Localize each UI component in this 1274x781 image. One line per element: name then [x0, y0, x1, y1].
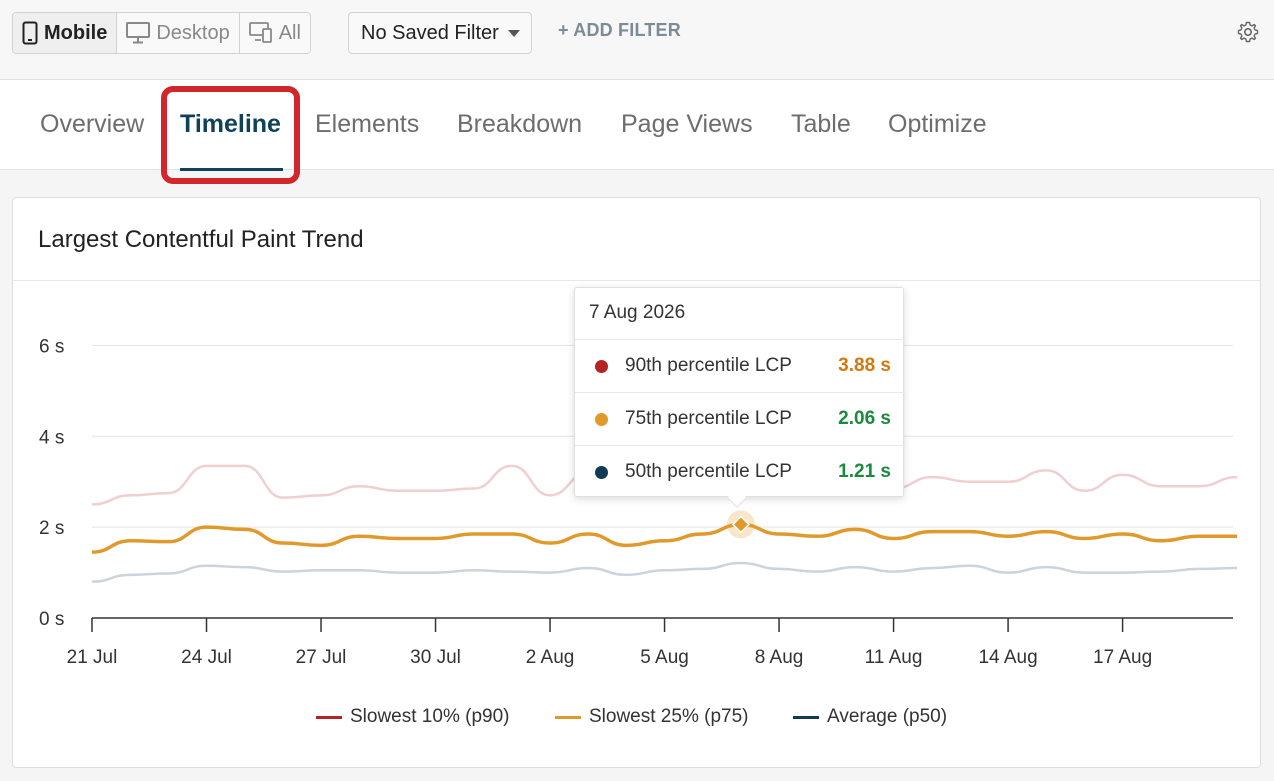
legend-item-p75[interactable]: Slowest 25% (p75) [555, 706, 748, 728]
mobile-label: Mobile [44, 21, 108, 44]
tooltip-row-p90: 90th percentile LCP 3.88 s [575, 339, 905, 392]
tab-table[interactable]: Table [791, 110, 851, 138]
y-tick-label: 4 s [39, 427, 64, 448]
legend-label-p50: Average (p50) [827, 706, 948, 727]
tooltip-row-p50: 50th percentile LCP 1.21 s [575, 445, 905, 498]
desktop-icon [126, 22, 151, 44]
desktop-button[interactable]: Desktop [117, 13, 240, 53]
chart-tooltip: 7 Aug 2026 90th percentile LCP 3.88 s 75… [574, 287, 905, 508]
tab-bar: Overview Timeline Elements Breakdown Pag… [0, 80, 1274, 171]
legend-label-p75: Slowest 25% (p75) [589, 706, 749, 727]
y-tick-label: 2 s [39, 518, 64, 539]
tooltip-value-p75: 2.06 s [838, 408, 891, 429]
x-tick-label: 8 Aug [755, 647, 804, 668]
annotation-highlight-box [161, 86, 300, 184]
all-devices-label: All [278, 21, 301, 44]
tab-optimize[interactable]: Optimize [888, 110, 987, 138]
legend-swatch-p90 [316, 715, 342, 719]
tab-page-views[interactable]: Page Views [621, 110, 753, 138]
x-tick-label: 5 Aug [640, 647, 689, 668]
p90-dot-icon [595, 360, 608, 373]
y-tick-label: 6 s [39, 336, 64, 357]
x-tick-label: 11 Aug [865, 647, 923, 668]
all-devices-button[interactable]: All [239, 13, 310, 53]
tooltip-date: 7 Aug 2026 [589, 302, 686, 323]
tooltip-value-p50: 1.21 s [838, 461, 891, 482]
p50-dot-icon [595, 466, 608, 479]
tooltip-label-p75: 75th percentile LCP [625, 408, 792, 429]
all-devices-icon [248, 22, 272, 43]
add-filter-button[interactable]: + ADD FILTER [558, 20, 681, 40]
x-tick-label: 17 Aug [1093, 647, 1152, 668]
series-line-p50 [91, 561, 1238, 583]
mobile-icon [22, 21, 38, 45]
tooltip-label-p50: 50th percentile LCP [625, 461, 792, 482]
y-tick-label: 0 s [39, 609, 64, 630]
caret-down-icon [507, 30, 520, 37]
legend-swatch-p50 [793, 715, 819, 719]
saved-filter-dropdown[interactable]: No Saved Filter [348, 12, 532, 54]
tab-overview[interactable]: Overview [40, 110, 145, 138]
tooltip-row-p75: 75th percentile LCP 2.06 s [575, 392, 905, 445]
x-tick-label: 24 Jul [181, 647, 232, 668]
active-tab-indicator [180, 168, 283, 171]
saved-filter-value: No Saved Filter [361, 21, 499, 44]
settings-gear-icon[interactable] [1236, 20, 1260, 44]
device-segmented-control: Mobile Desktop All [12, 12, 311, 54]
tooltip-value-p90: 3.88 s [838, 355, 891, 376]
x-tick-label: 27 Jul [296, 647, 347, 668]
x-tick-label: 2 Aug [526, 647, 575, 668]
tooltip-label-p90: 90th percentile LCP [625, 355, 792, 376]
highlight-point-marker [731, 515, 750, 534]
x-tick-label: 30 Jul [410, 647, 461, 668]
p75-dot-icon [595, 413, 608, 426]
legend-item-p50[interactable]: Average (p50) [793, 706, 947, 728]
filter-bar: Mobile Desktop All No Saved Filter + ADD… [0, 0, 1274, 80]
legend-swatch-p75 [555, 715, 581, 719]
legend-item-p90[interactable]: Slowest 10% (p90) [316, 706, 509, 728]
mobile-button[interactable]: Mobile [13, 13, 118, 53]
desktop-label: Desktop [156, 21, 230, 44]
card-title: Largest Contentful Paint Trend [38, 226, 364, 253]
card-divider [13, 280, 1260, 281]
tab-elements[interactable]: Elements [315, 110, 420, 138]
tab-breakdown[interactable]: Breakdown [457, 110, 583, 138]
series-line-p75 [91, 522, 1238, 554]
x-tick-label: 14 Aug [978, 647, 1037, 668]
x-tick-label: 21 Jul [67, 647, 118, 668]
legend-label-p90: Slowest 10% (p90) [350, 706, 510, 727]
tab-timeline[interactable]: Timeline [180, 110, 281, 138]
